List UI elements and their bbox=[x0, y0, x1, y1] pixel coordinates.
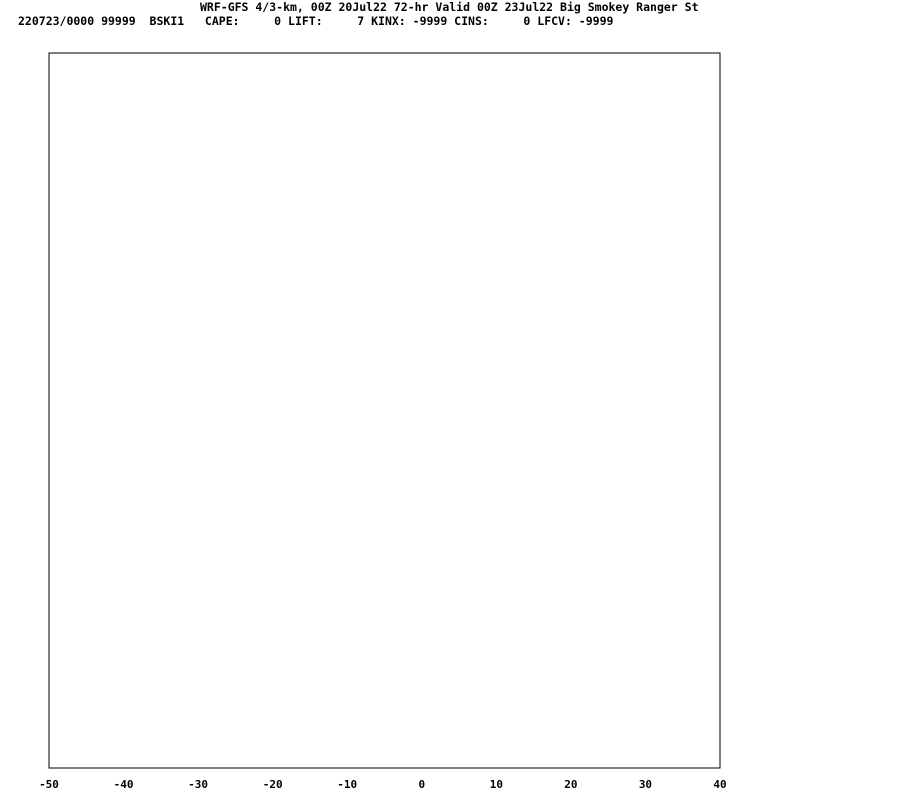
temperature-tick-labels: -50 -40 -30 -20 -10 0 10 20 30 40 bbox=[39, 778, 727, 791]
plot-frame bbox=[48, 52, 721, 769]
x-tick--40: -40 bbox=[114, 778, 134, 791]
x-tick-20: 20 bbox=[564, 778, 577, 791]
x-tick-30: 30 bbox=[639, 778, 652, 791]
x-tick-40: 40 bbox=[713, 778, 726, 791]
x-tick--10: -10 bbox=[337, 778, 357, 791]
x-tick-10: 10 bbox=[490, 778, 503, 791]
chart-subtitle: 220723/0000 99999 BSKI1 CAPE: 0 LIFT: 7 … bbox=[18, 14, 614, 28]
chart-title: WRF-GFS 4/3-km, 00Z 20Jul22 72-hr Valid … bbox=[200, 0, 699, 14]
x-tick--20: -20 bbox=[263, 778, 283, 791]
x-tick--50: -50 bbox=[39, 778, 59, 791]
x-tick--30: -30 bbox=[188, 778, 208, 791]
x-tick-0: 0 bbox=[418, 778, 425, 791]
